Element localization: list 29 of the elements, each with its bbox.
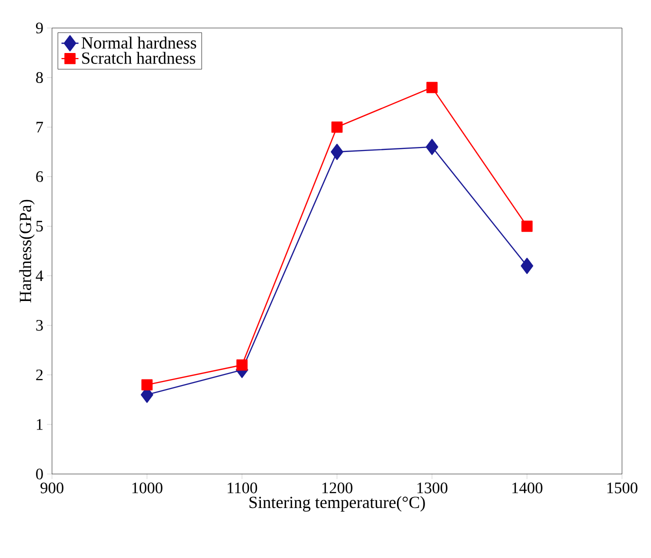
point xyxy=(426,82,438,94)
y-tick-label: 7 xyxy=(36,122,44,132)
y-tick-label: 6 xyxy=(36,171,44,182)
point xyxy=(141,379,153,390)
point xyxy=(520,258,534,274)
x-tick-label: 1400 xyxy=(512,482,542,494)
y-tick-label: 8 xyxy=(36,72,43,83)
y-tick-label: 1 xyxy=(36,419,43,430)
point xyxy=(236,359,248,371)
legend-label: Normal hardness xyxy=(82,36,196,49)
y-tick-label: 5 xyxy=(36,220,43,232)
y-tick-label: 0 xyxy=(36,468,43,480)
point xyxy=(330,144,344,160)
x-tick-label: 900 xyxy=(40,482,64,494)
point xyxy=(521,220,533,232)
point xyxy=(426,138,438,156)
y-axis-title: Hardness(GPa) xyxy=(19,200,35,302)
x-tick-label: 1300 xyxy=(417,482,448,494)
y-tick-label: 4 xyxy=(36,270,44,282)
y-tick-label: 2 xyxy=(36,370,43,380)
y-tick-label: 9 xyxy=(36,22,43,34)
legend-label: Scratch hardness xyxy=(82,52,196,64)
x-tick-label: 1100 xyxy=(228,482,258,494)
point xyxy=(331,122,343,133)
x-axis-title: Sintering temperature(°C) xyxy=(250,496,425,512)
x-tick-label: 1500 xyxy=(607,482,638,494)
y-tick-label: 3 xyxy=(36,320,43,331)
x-tick-label: 1200 xyxy=(322,482,352,494)
x-tick-label: 1000 xyxy=(132,482,162,494)
